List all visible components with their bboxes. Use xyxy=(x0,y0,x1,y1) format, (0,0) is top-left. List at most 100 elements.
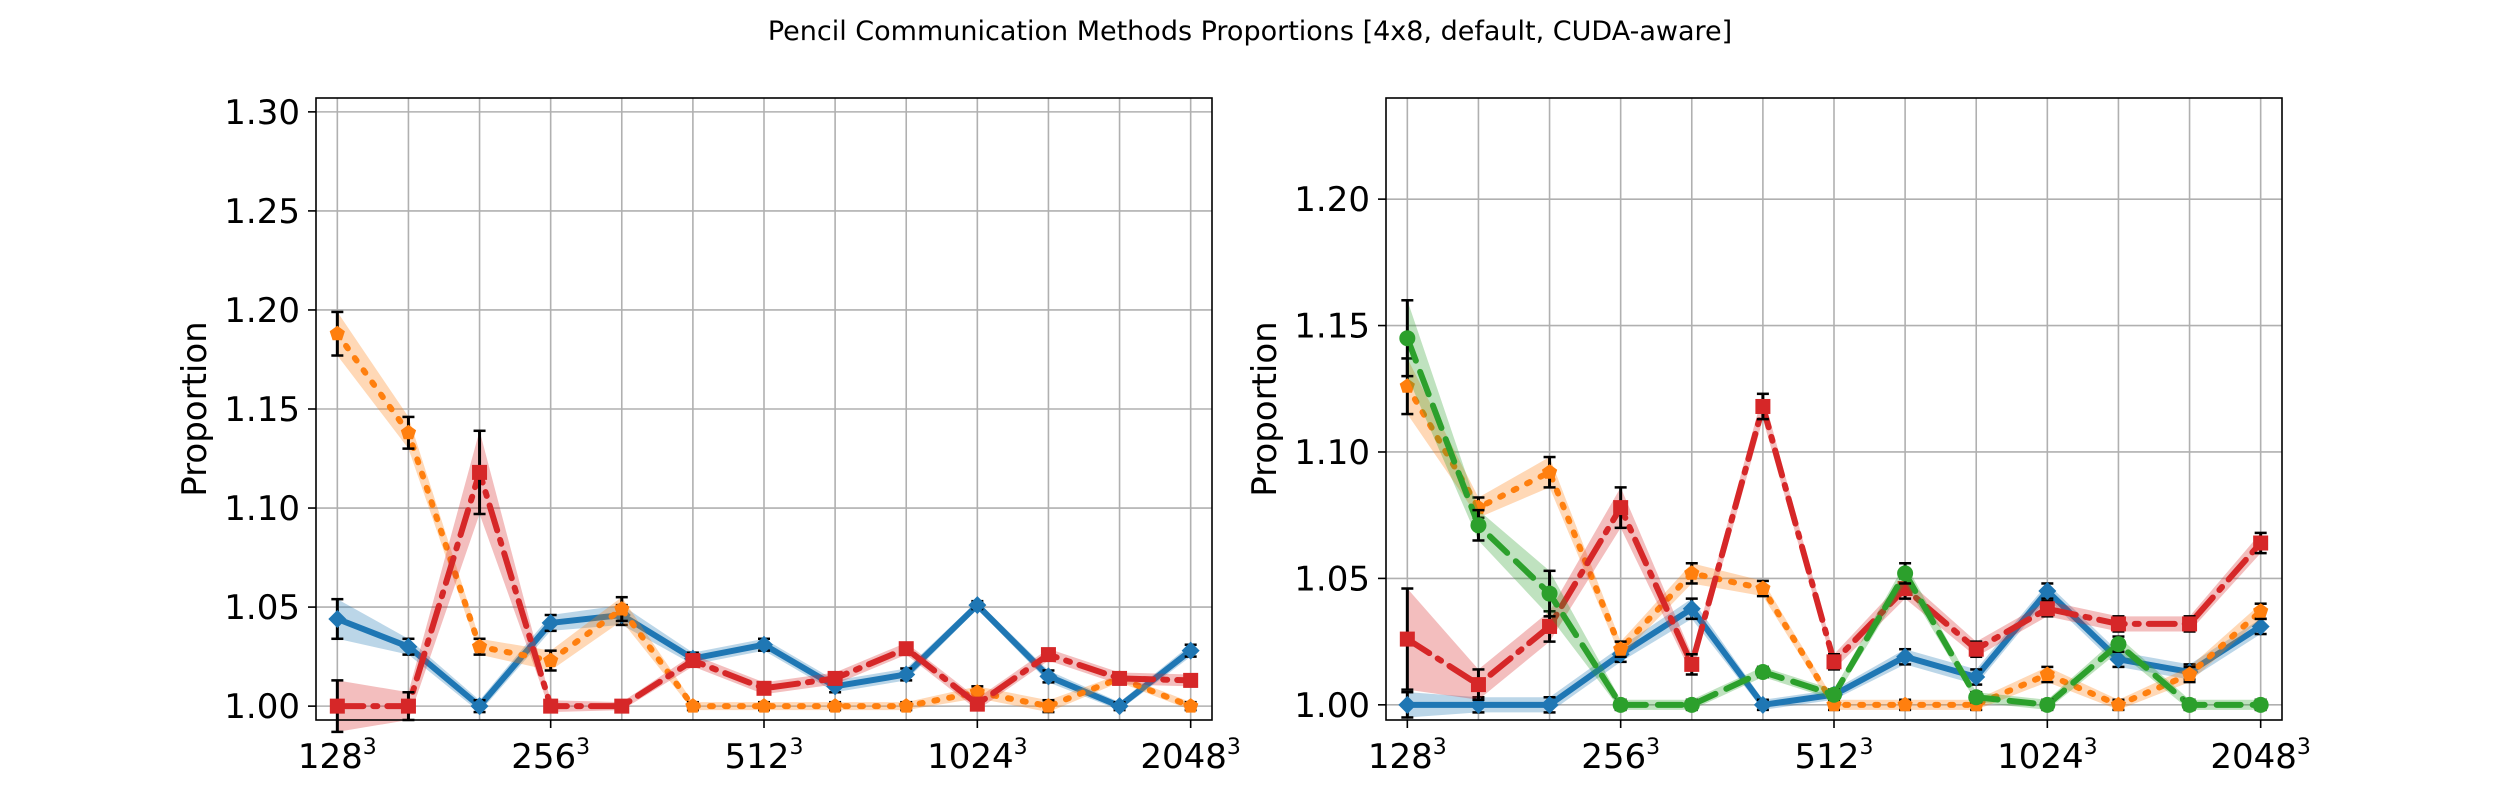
data-point xyxy=(1542,618,1558,634)
y-tick-label: 1.15 xyxy=(224,390,300,430)
x-tick-label: 10243 xyxy=(1997,735,2098,777)
data-point xyxy=(969,696,985,712)
right-y-axis-label: Proportion xyxy=(1245,321,1285,496)
y-tick-label: 1.05 xyxy=(1294,559,1370,599)
data-point xyxy=(1968,689,1985,706)
data-point xyxy=(685,698,701,713)
data-point xyxy=(2181,696,2198,713)
data-point xyxy=(1540,695,1559,714)
y-tick-label: 1.05 xyxy=(224,588,300,628)
data-point xyxy=(1541,464,1558,479)
data-point xyxy=(1470,677,1486,693)
y-tick-label: 1.20 xyxy=(224,291,300,331)
data-point xyxy=(1112,670,1128,686)
data-point xyxy=(399,637,418,656)
data-point xyxy=(2253,603,2269,618)
data-point xyxy=(2039,601,2055,617)
data-point xyxy=(1399,631,1415,647)
data-point xyxy=(1399,330,1416,347)
data-point xyxy=(2110,696,2127,712)
data-point xyxy=(1040,647,1056,663)
data-point xyxy=(329,698,345,714)
data-point xyxy=(756,698,772,713)
data-point xyxy=(1398,695,1417,714)
data-point xyxy=(968,596,987,615)
data-point xyxy=(2038,582,2057,601)
y-tick-label: 1.10 xyxy=(224,489,300,529)
data-point xyxy=(2109,650,2128,669)
data-point xyxy=(328,609,347,628)
data-point xyxy=(1897,565,1914,582)
data-point xyxy=(471,638,488,654)
data-point xyxy=(898,698,914,713)
data-point xyxy=(1040,698,1057,713)
data-point xyxy=(472,464,488,480)
data-point xyxy=(756,680,772,696)
y-tick-label: 1.00 xyxy=(224,687,300,727)
data-point xyxy=(1753,695,1772,714)
x-tick-label: 1283 xyxy=(298,735,377,777)
data-point xyxy=(1613,500,1629,516)
data-point xyxy=(1826,654,1842,670)
data-point xyxy=(1754,663,1771,680)
y-tick-label: 1.25 xyxy=(224,192,300,232)
x-tick-label: 2563 xyxy=(1581,735,1660,777)
data-point xyxy=(1755,398,1771,414)
data-point xyxy=(1110,697,1129,716)
figure-title: Pencil Communication Methods Proportions… xyxy=(768,16,1732,47)
y-tick-label: 1.10 xyxy=(1294,433,1370,473)
data-point xyxy=(2251,617,2270,636)
data-point xyxy=(614,698,630,714)
data-point xyxy=(827,698,843,713)
left-series-blue xyxy=(328,596,1200,716)
left-chart-panel: 1.00 1.05 1.10 1.15 1.20 1.25 1.30 1283 2563 5123… xyxy=(175,93,1241,777)
data-point xyxy=(755,635,773,654)
data-point xyxy=(1181,641,1200,660)
data-point xyxy=(1968,641,1984,657)
data-point xyxy=(1183,672,1199,688)
data-point xyxy=(1541,585,1558,602)
data-point xyxy=(969,684,985,699)
right-series-green xyxy=(1399,299,2269,713)
left-grid xyxy=(316,98,1212,720)
data-point xyxy=(1897,696,1913,712)
data-point xyxy=(2253,535,2269,551)
y-tick-label: 1.20 xyxy=(1294,180,1370,220)
y-tick-label: 1.00 xyxy=(1294,686,1370,726)
x-tick-label: 20483 xyxy=(2210,735,2311,777)
data-point xyxy=(1684,656,1700,672)
data-point xyxy=(2252,696,2269,713)
x-tick-label: 2563 xyxy=(511,735,590,777)
data-point xyxy=(541,613,560,632)
data-point xyxy=(400,698,416,714)
right-chart-panel: 1.00 1.05 1.10 1.15 1.20 1283 2563 5123 10243 204… xyxy=(1245,97,2311,777)
left-plot-frame xyxy=(315,97,1213,721)
data-point xyxy=(329,325,345,341)
data-point xyxy=(1755,580,1771,595)
x-tick-label: 10243 xyxy=(927,735,1028,777)
left-series-red xyxy=(329,429,1199,734)
data-point xyxy=(1399,378,1415,393)
data-point xyxy=(897,665,916,684)
data-point xyxy=(2039,666,2055,681)
data-point xyxy=(685,653,701,669)
data-point xyxy=(400,424,417,440)
data-point xyxy=(898,641,914,657)
data-point xyxy=(470,697,489,716)
data-point xyxy=(2110,636,2127,653)
data-point xyxy=(1896,647,1915,666)
y-tick-label: 1.30 xyxy=(224,93,300,133)
y-tick-label: 1.15 xyxy=(1294,307,1370,347)
right-series-orange xyxy=(1399,357,2269,712)
data-point xyxy=(2181,666,2198,681)
left-y-axis-label: Proportion xyxy=(175,321,215,496)
data-point xyxy=(1826,686,1842,703)
data-point xyxy=(543,698,559,714)
data-point xyxy=(2039,696,2056,713)
data-point xyxy=(1183,698,1199,713)
data-point xyxy=(2182,616,2198,632)
data-point xyxy=(2110,616,2126,632)
data-point xyxy=(1683,696,1700,713)
